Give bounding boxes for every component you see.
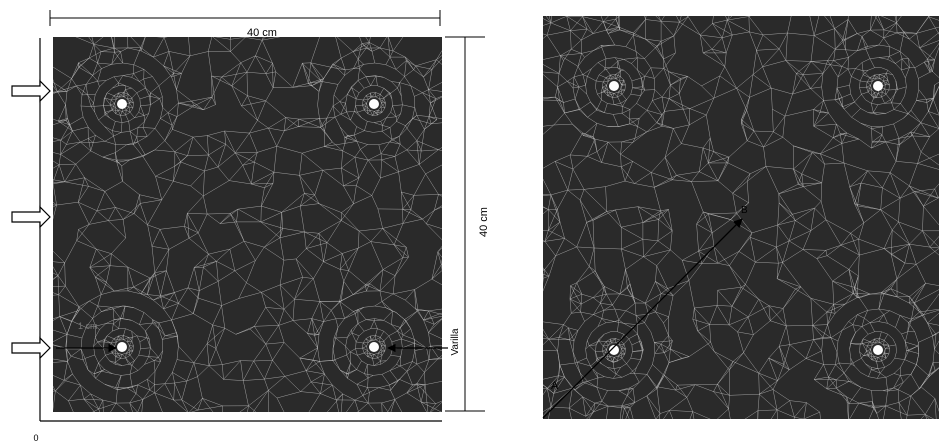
rod-top-right	[369, 99, 379, 109]
mesh-lines	[543, 16, 939, 419]
load-arrow	[11, 79, 51, 103]
mesh-lines	[53, 37, 442, 412]
width-dimension: 40 cm	[49, 10, 441, 39]
width-label: 40 cm	[247, 27, 277, 39]
rod-bottom-right	[369, 342, 379, 352]
rod-top-right	[873, 81, 883, 91]
left-panel: 40 cm 40 cm 0	[11, 10, 490, 443]
rod-bottom-left	[117, 342, 127, 352]
origin-label: 0	[33, 433, 38, 443]
left-rods	[117, 99, 379, 352]
right-mesh	[543, 16, 939, 419]
left-mesh	[53, 37, 442, 412]
path-arrow-a-to-b	[542, 218, 743, 419]
right-rods	[609, 81, 883, 355]
load-arrow	[11, 336, 51, 360]
rod-top-left	[609, 81, 619, 91]
rod-bottom-right	[873, 345, 883, 355]
load-arrows	[11, 79, 51, 360]
point-a-label: A	[551, 380, 559, 392]
height-label: 40 cm	[478, 207, 490, 237]
rod-top-left	[117, 99, 127, 109]
faint-label: 1 cm	[78, 321, 98, 331]
height-dimension: 40 cm	[445, 36, 490, 412]
rod-label: Varilla	[450, 328, 461, 355]
right-panel: A B	[542, 16, 939, 419]
load-arrow	[11, 205, 51, 229]
rod-bottom-left	[609, 345, 619, 355]
point-b-label: B	[741, 205, 748, 216]
